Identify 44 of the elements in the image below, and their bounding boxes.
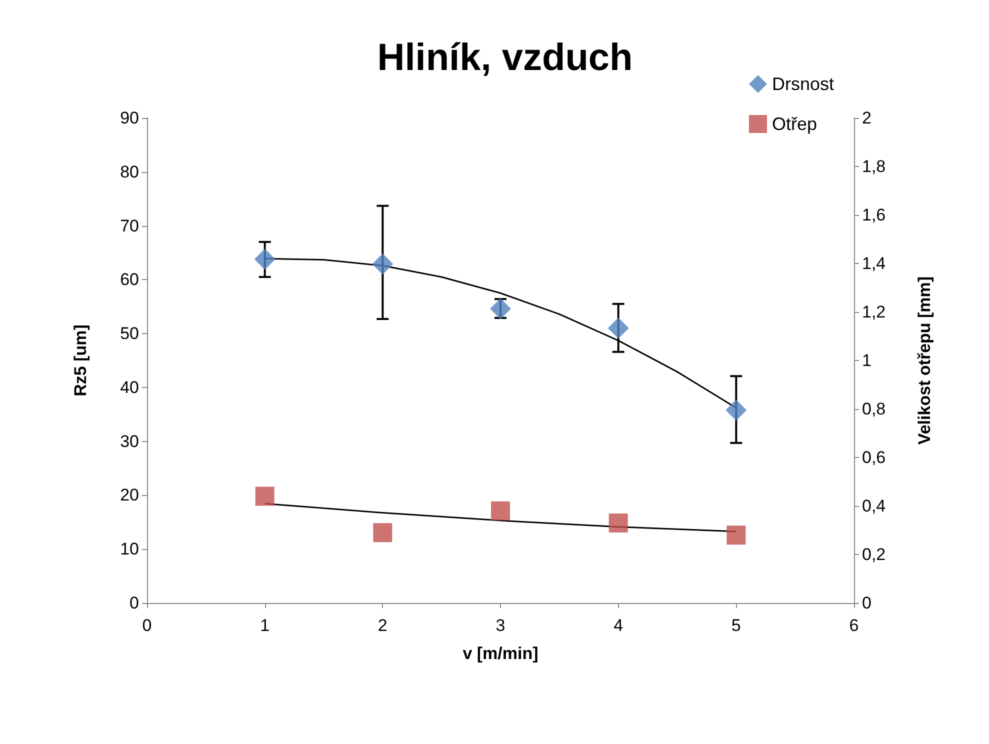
y-tick-label: 10 xyxy=(120,540,139,559)
point xyxy=(255,486,274,506)
y2-axis-title: Velikost otřepu [mm] xyxy=(915,276,934,445)
y-tick-label: 20 xyxy=(120,486,139,505)
x-tick-label: 4 xyxy=(614,616,624,635)
point xyxy=(372,254,394,275)
y2-tick-label: 0,4 xyxy=(862,496,886,516)
y-tick-label: 80 xyxy=(120,162,139,182)
legend-label: Drsnost xyxy=(772,74,834,94)
x-tick-label: 0 xyxy=(142,616,152,635)
x-tick-label: 1 xyxy=(260,616,270,635)
y-axis-title: Rz5 [um] xyxy=(71,324,90,396)
point xyxy=(726,526,746,545)
x-tick-label: 3 xyxy=(496,616,506,635)
y2-tick-label: 1,4 xyxy=(862,254,886,273)
point xyxy=(490,298,511,320)
y2-tick-label: 1,6 xyxy=(862,206,886,224)
y-tick-label: 50 xyxy=(120,324,139,344)
y-tick-label: 60 xyxy=(120,270,139,290)
point xyxy=(608,513,628,532)
y-tick-label: 90 xyxy=(120,108,139,128)
x-tick-label: 6 xyxy=(849,616,859,635)
point xyxy=(608,318,629,339)
y2-tick-label: 1,8 xyxy=(862,157,886,176)
point xyxy=(254,248,276,270)
y2-tick-label: 2 xyxy=(862,108,872,128)
y-tick-label: 30 xyxy=(120,432,139,451)
point xyxy=(373,523,392,542)
chart-title: Hliník, vzduch xyxy=(377,37,633,79)
y2-tick-label: 0,2 xyxy=(862,545,886,564)
x-axis-title: v [m/min] xyxy=(462,644,538,663)
legend-label: Otřep xyxy=(772,114,818,134)
x-tick-label: 2 xyxy=(378,616,388,635)
point xyxy=(491,501,510,520)
y-tick-label: 40 xyxy=(120,378,139,397)
y2-tick-label: 0,8 xyxy=(862,400,886,418)
y2-tick-label: 1,2 xyxy=(862,302,886,322)
y2-tick-label: 1 xyxy=(862,351,872,370)
y2-tick-label: 0 xyxy=(862,594,872,612)
y-tick-label: 0 xyxy=(130,594,139,612)
x-tick-label: 5 xyxy=(731,616,741,635)
y2-tick-label: 0,6 xyxy=(862,448,886,467)
y-tick-label: 70 xyxy=(120,216,139,236)
point xyxy=(726,400,747,421)
